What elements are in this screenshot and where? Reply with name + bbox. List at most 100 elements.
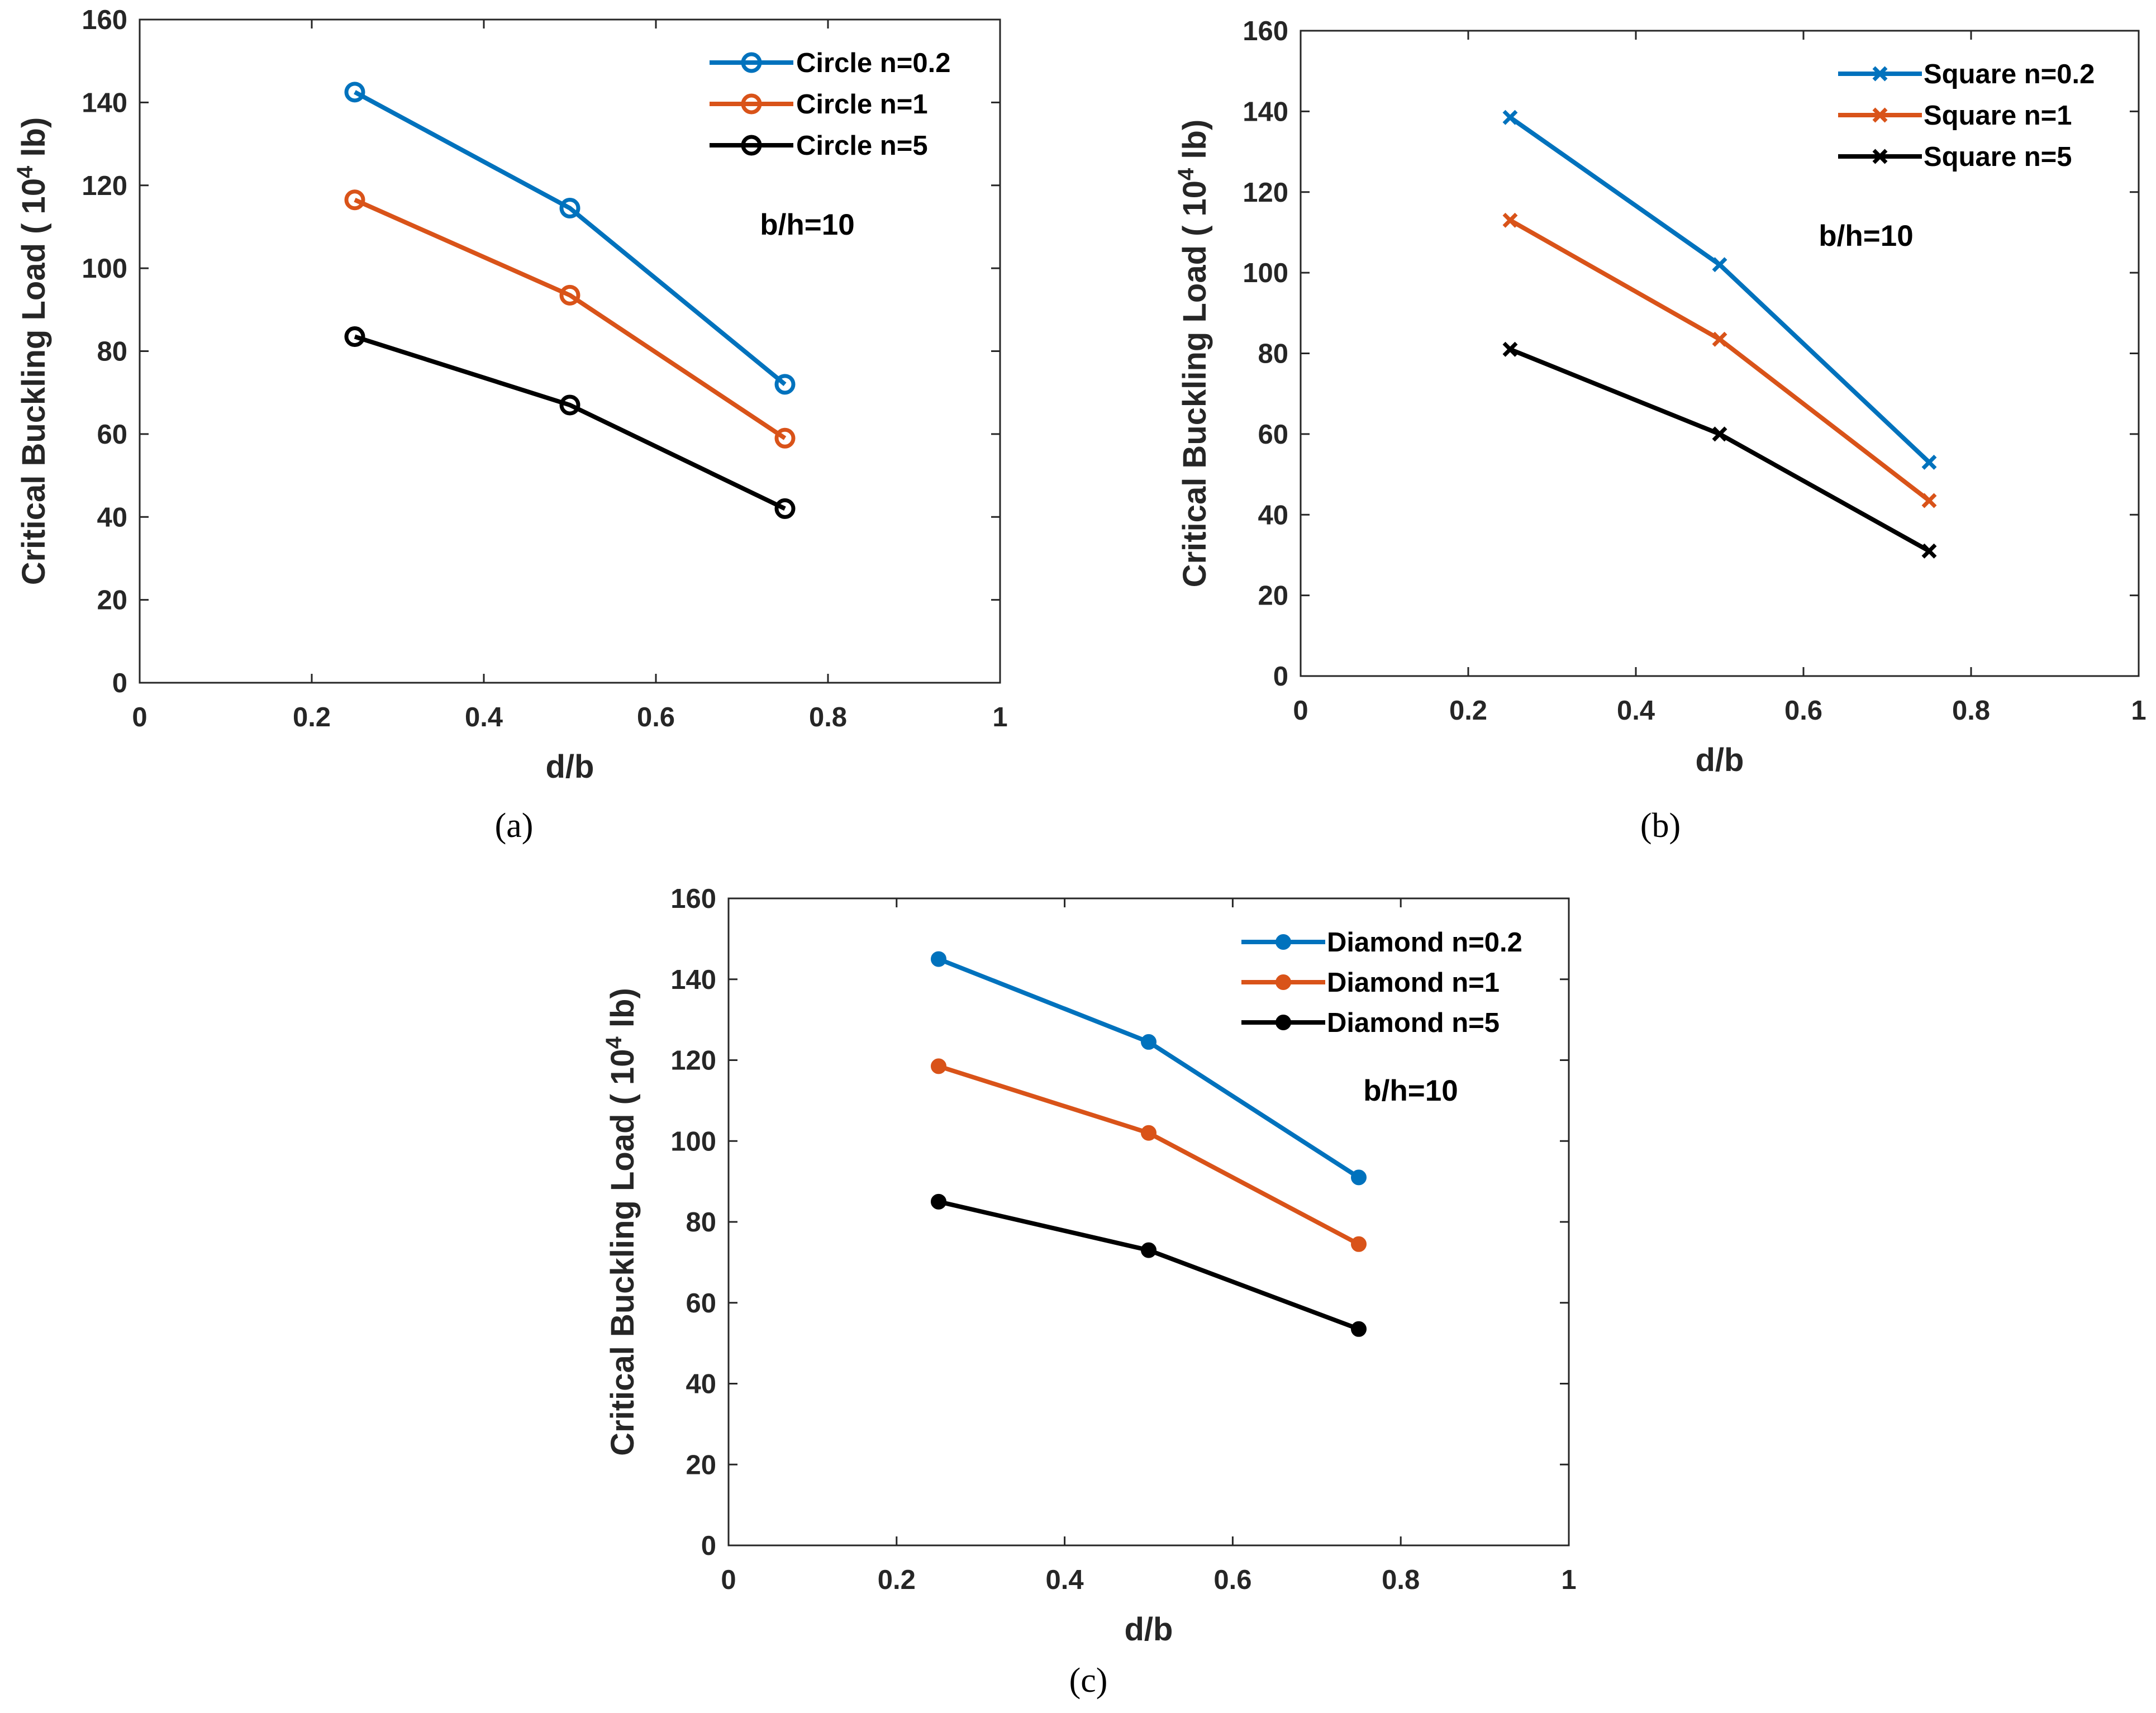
y-tick-label: 80: [1258, 339, 1288, 369]
y-tick-label: 20: [686, 1450, 716, 1480]
series-1: [931, 951, 1367, 1186]
data-point: [931, 951, 946, 967]
chart-1: 0 0.2 0.4 0.6 0.8 1 0 20 40 60 80 100 120 140 160 d/b Cr…: [13, 5, 1008, 845]
legend-marker: [741, 93, 762, 115]
y-axis-label: Critical Buckling Load ( 104 lb): [602, 988, 641, 1456]
x-axis-label: d/b: [1125, 1611, 1173, 1648]
data-point: [1351, 1236, 1367, 1252]
y-axis-label-main: Critical Buckling Load ( 10: [605, 1049, 641, 1455]
legend-marker-stroke-b: [1872, 149, 1888, 164]
annotation: b/h=10: [1819, 220, 1913, 253]
series-3: [931, 1193, 1367, 1337]
data-point: [344, 189, 365, 211]
y-tick-label: 160: [670, 884, 716, 914]
legend-label: Circle n=5: [796, 131, 928, 161]
data-point: [344, 82, 365, 103]
x-tick-label: 0.2: [1449, 696, 1487, 726]
y-tick-label: 0: [1273, 662, 1288, 692]
x-tick-label: 0: [721, 1565, 736, 1595]
legend-label: Square n=1: [1924, 101, 2072, 131]
x-tick-label: 0.8: [1952, 696, 1990, 726]
series-1: [344, 82, 796, 395]
legend-marker: [1872, 66, 1888, 82]
x-axis-label: d/b: [546, 749, 594, 785]
series-1: [1502, 110, 1937, 470]
data-point: [774, 427, 796, 449]
y-tick-label: 120: [82, 171, 127, 201]
data-point: [1921, 454, 1937, 470]
legend-marker: [1872, 149, 1888, 164]
y-tick-label: 160: [1243, 16, 1288, 46]
series-2: [931, 1058, 1367, 1252]
legend-marker: [1275, 1015, 1291, 1030]
y-tick-label: 120: [670, 1046, 716, 1076]
data-point-stroke-b: [1712, 257, 1727, 273]
y-axis-label: Critical Buckling Load ( 104 lb): [1174, 120, 1213, 588]
y-axis-label-exponent: 4: [602, 1036, 626, 1049]
y-tick-label: 100: [82, 254, 127, 284]
data-point: [559, 394, 580, 416]
x-tick-label: 0: [1293, 696, 1308, 726]
data-point-stroke-b: [1712, 331, 1727, 347]
y-tick-label: 40: [686, 1369, 716, 1400]
legend-marker: [1872, 107, 1888, 123]
y-tick-label: 20: [1258, 581, 1288, 611]
y-axis-label-exponent: 4: [13, 165, 37, 178]
series-3: [344, 326, 796, 519]
y-axis-label-unit: lb): [605, 988, 641, 1036]
data-point: [559, 198, 580, 219]
data-point: [1502, 212, 1518, 228]
plot-area: [139, 18, 1001, 684]
legend-label: Diamond n=5: [1327, 1008, 1500, 1038]
x-axis-label: d/b: [1696, 742, 1744, 778]
data-point: [1141, 1242, 1156, 1258]
legend-marker: [741, 52, 762, 73]
data-point: [344, 326, 365, 348]
y-tick-label: 0: [701, 1531, 716, 1561]
series-line: [354, 90, 787, 386]
data-point-stroke-b: [1921, 543, 1937, 559]
x-tick-label: 0.4: [1617, 696, 1655, 726]
y-tick-label: 140: [1243, 97, 1288, 127]
x-tick-label: 0.6: [1784, 696, 1822, 726]
data-point: [1502, 341, 1518, 357]
legend-label: Square n=5: [1924, 142, 2072, 172]
legend-label: Diamond n=1: [1327, 968, 1500, 998]
legend-label: Circle n=1: [796, 89, 928, 120]
data-point: [1351, 1321, 1367, 1337]
figure-caption: (c): [1069, 1662, 1108, 1700]
data-point: [1712, 257, 1727, 273]
data-point: [559, 284, 580, 306]
y-axis-label-main: Critical Buckling Load ( 10: [1177, 180, 1213, 587]
data-point: [774, 374, 796, 395]
legend-label: Circle n=0.2: [796, 48, 950, 78]
data-point-stroke-b: [1921, 454, 1937, 470]
legend-label: Square n=0.2: [1924, 59, 2095, 89]
y-tick-label: 100: [1243, 258, 1288, 288]
data-point: [774, 498, 796, 519]
x-tick-label: 0.2: [878, 1565, 916, 1595]
annotation: b/h=10: [760, 208, 854, 241]
chart-2: 0 0.2 0.4 0.6 0.8 1 0 20 40 60 80 100 120 140 160 d/b Cr…: [1174, 16, 2147, 845]
y-tick-label: 80: [97, 337, 127, 367]
figure-caption: (a): [495, 807, 534, 845]
legend-marker: [1275, 974, 1291, 990]
chart-3: 0 0.2 0.4 0.6 0.8 1 0 20 40 60 80 100 120 140 160 d/b Cr…: [602, 884, 1577, 1700]
data-point: [1141, 1125, 1156, 1141]
y-tick-label: 60: [1258, 420, 1288, 450]
data-point: [1141, 1034, 1156, 1050]
plot-area: [1300, 30, 2140, 677]
y-axis-label-exponent: 4: [1174, 168, 1198, 180]
y-axis-label-unit: lb): [1177, 120, 1213, 168]
y-tick-label: 0: [112, 668, 127, 698]
legend-label: Diamond n=0.2: [1327, 927, 1522, 958]
data-point: [1921, 493, 1937, 508]
y-tick-label: 120: [1243, 178, 1288, 208]
y-tick-label: 140: [82, 88, 127, 118]
series-3: [1502, 341, 1937, 559]
data-point: [1712, 331, 1727, 347]
x-tick-label: 0.2: [293, 702, 331, 732]
x-tick-label: 0.4: [465, 702, 503, 732]
y-tick-label: 20: [97, 586, 127, 616]
